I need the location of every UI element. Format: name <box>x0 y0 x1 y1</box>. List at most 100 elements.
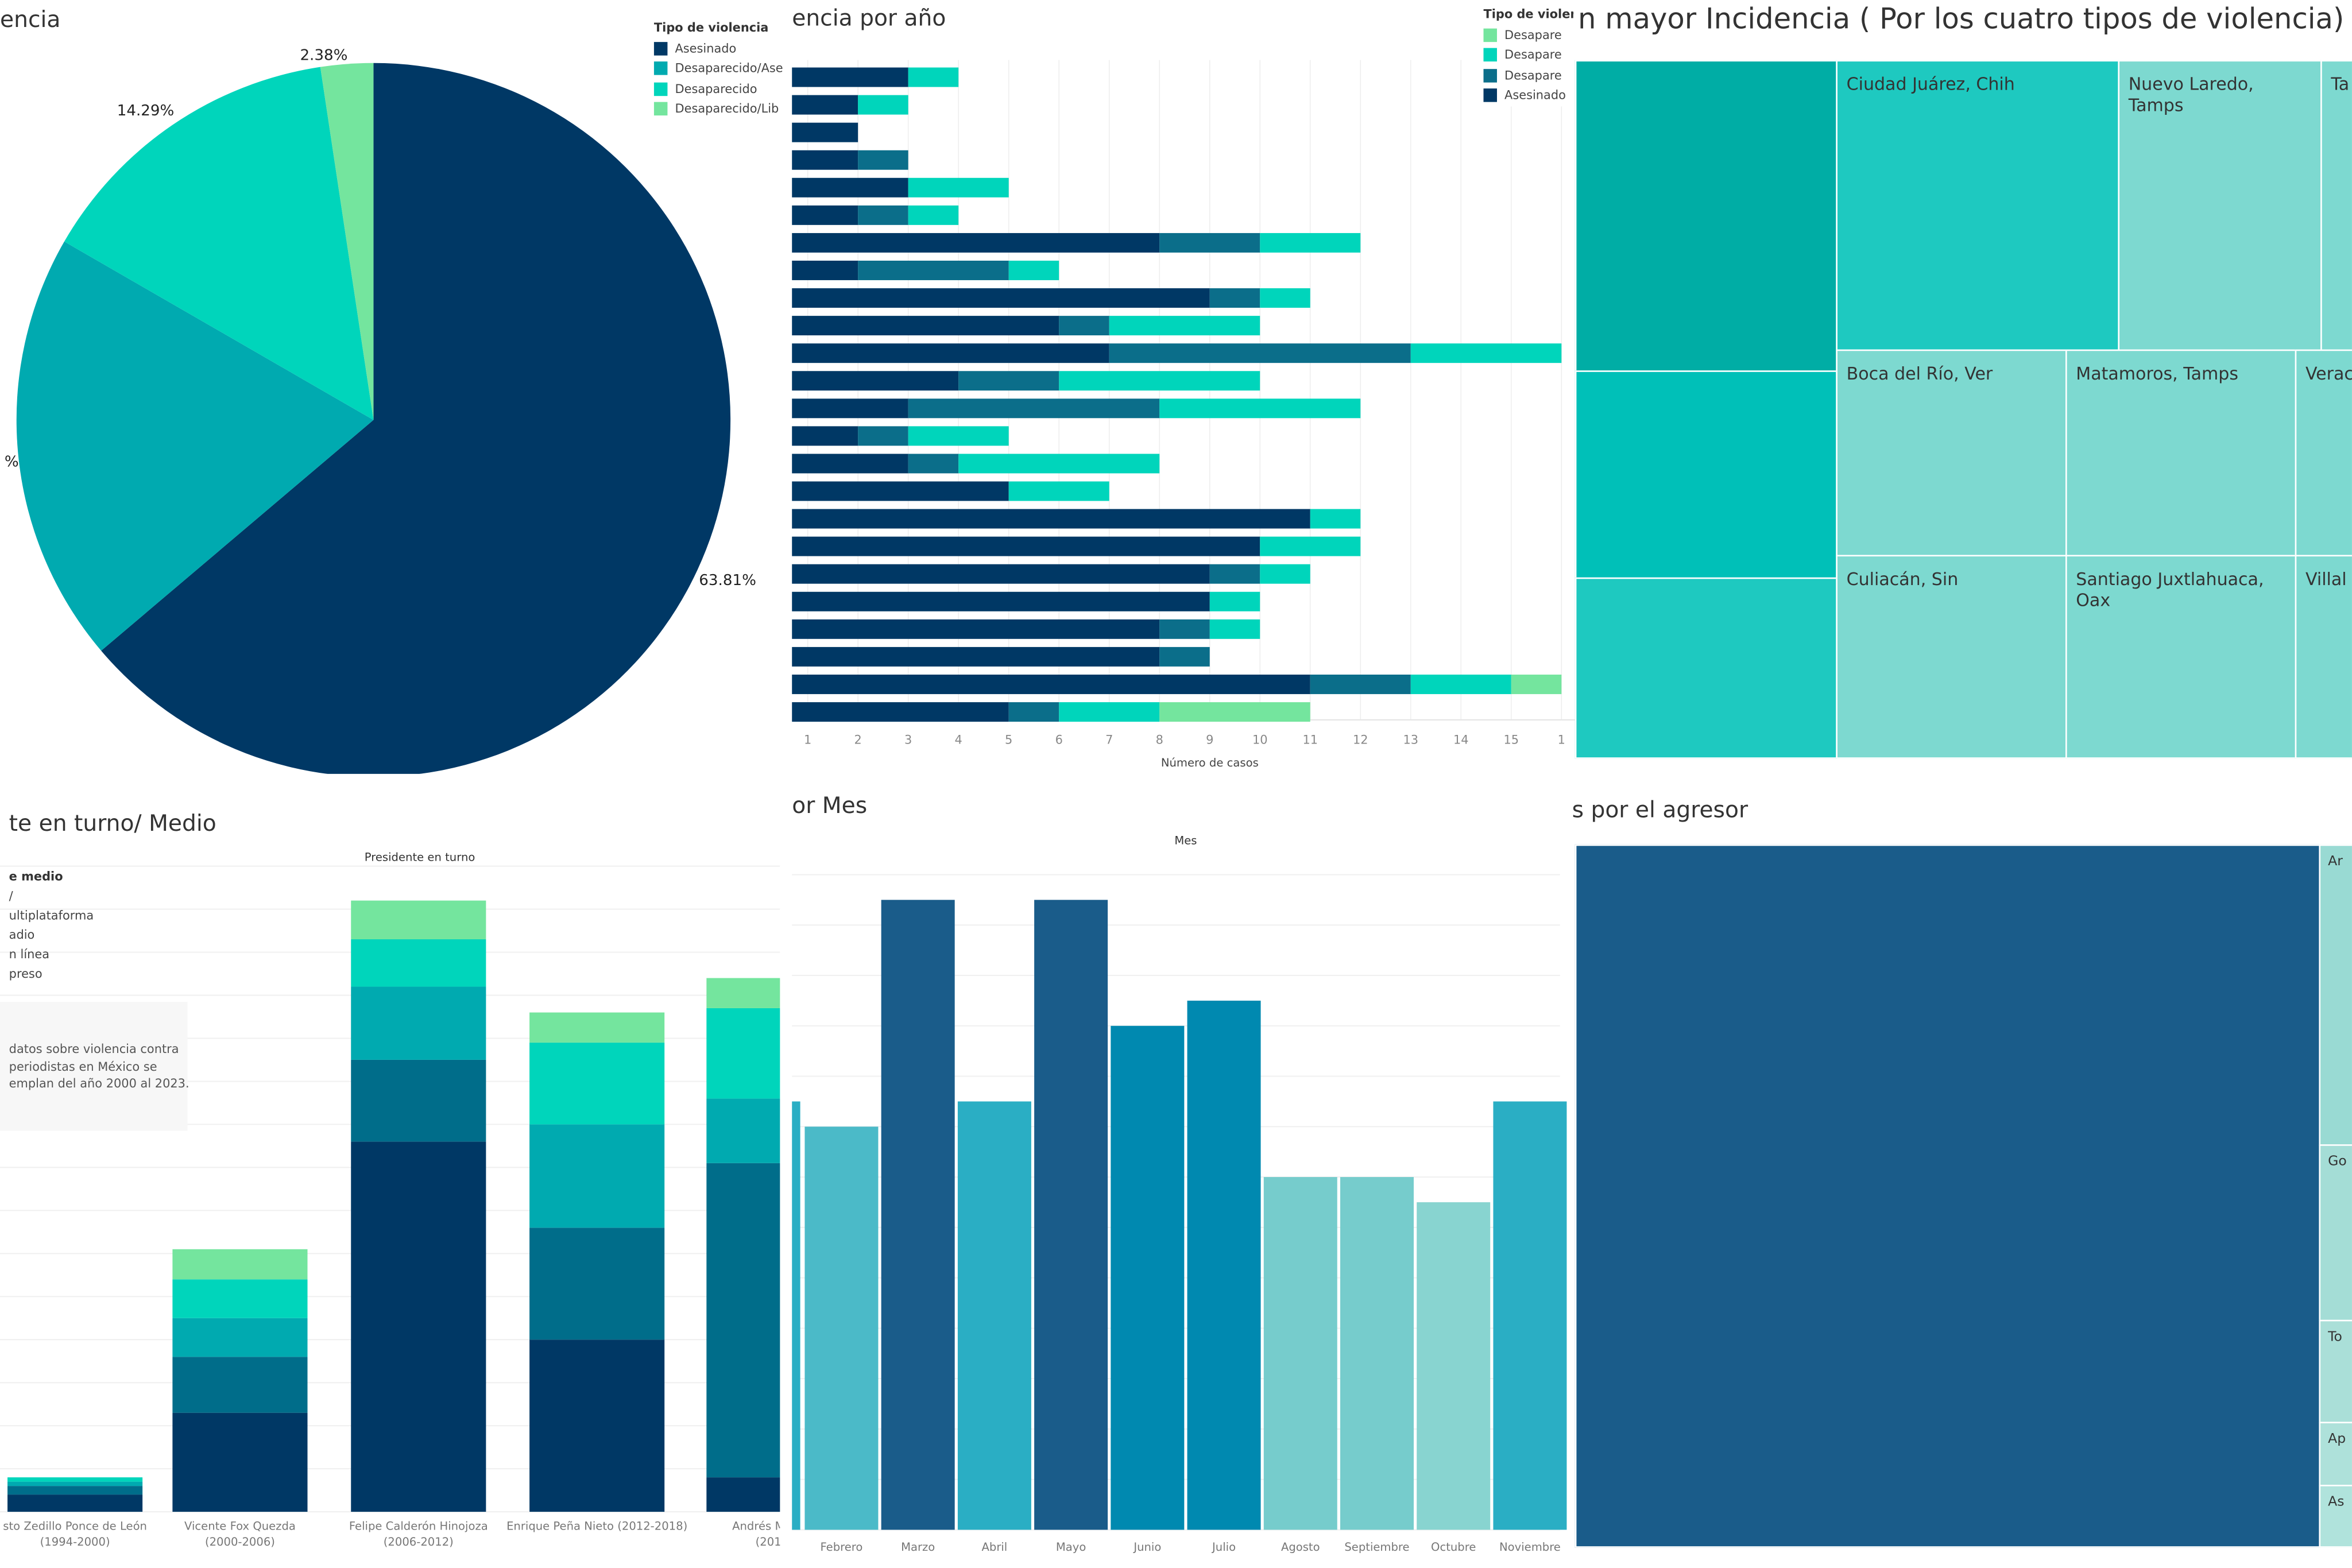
x-tick-label: 8 <box>1156 733 1163 747</box>
bar-segment <box>908 426 1009 446</box>
agresor-cell[interactable]: As <box>2319 1485 2352 1548</box>
note-box: datos sobre violencia contra periodistas… <box>0 1001 189 1131</box>
swatch <box>1483 68 1497 82</box>
x-tick-label: 1 <box>804 733 811 747</box>
legend-item[interactable]: Desapare <box>1483 45 1573 65</box>
bar-segment <box>858 426 908 446</box>
x-tick-label: 7 <box>1105 733 1113 747</box>
treemap-cell-culiacan[interactable]: Culiacán, Sin <box>1836 555 2067 759</box>
bar-segment <box>792 481 1009 501</box>
month-bar <box>1034 900 1108 1530</box>
legend-label: Desaparecido/Ase <box>675 61 783 75</box>
stack-segment <box>7 1495 143 1512</box>
bar-segment <box>858 150 908 170</box>
stack-segment <box>351 1141 486 1512</box>
bar-segment <box>1260 564 1310 584</box>
stack-segment <box>172 1318 308 1357</box>
stack-segment <box>529 1228 665 1340</box>
legend-item-asesinado[interactable]: Asesinado <box>653 38 783 59</box>
bar-segment <box>1209 591 1260 611</box>
x-tick-label: (2006-2012) <box>384 1535 454 1548</box>
legend-item[interactable]: ultiplataforma <box>9 908 94 923</box>
treemap-cell-matamoros[interactable]: Matamoros, Tamps <box>2065 349 2297 557</box>
legend-label: Desaparecido/Lib <box>675 102 779 116</box>
bar-segment <box>792 619 1160 639</box>
stack-segment <box>172 1249 308 1280</box>
note-line: periodistas en México se <box>9 1059 157 1074</box>
treemap-cell-boca-del-rio[interactable]: Boca del Río, Ver <box>1836 349 2067 557</box>
x-tick-label: (1994-2000) <box>40 1535 110 1548</box>
treemap-cell[interactable] <box>1575 370 1838 579</box>
treemap-cell-ciudad-juarez[interactable]: Ciudad Juárez, Chih <box>1836 60 2120 351</box>
bar-segment <box>1109 343 1411 363</box>
bar-segment <box>1260 233 1361 253</box>
legend-item-desap-liberado[interactable]: Desaparecido/Lib <box>653 99 783 119</box>
treemap-cell[interactable] <box>1575 577 1838 759</box>
agresor-cell[interactable]: To <box>2319 1319 2352 1423</box>
swatch <box>1483 88 1497 102</box>
swatch <box>653 61 668 75</box>
bar-segment <box>908 205 959 225</box>
legend-item[interactable]: adio <box>9 928 35 942</box>
bar-segment <box>792 205 858 225</box>
x-tick-label: Felipe Calderón Hinojoza <box>349 1519 488 1532</box>
x-tick-label: Agosto <box>1281 1540 1320 1554</box>
stack-segment <box>706 1477 780 1512</box>
bar-segment <box>858 261 1009 280</box>
bars-legend-title: Tipo de violen <box>1483 7 1574 21</box>
bar-segment <box>1310 674 1411 694</box>
month-bar <box>1187 1000 1261 1530</box>
x-tick-label: 9 <box>1206 733 1213 747</box>
treemap-cell[interactable]: Verac <box>2295 349 2352 557</box>
agresor-cell[interactable]: Ap <box>2319 1422 2352 1486</box>
bar-segment <box>792 536 1260 556</box>
month-bar <box>957 1101 1031 1530</box>
stack-segment <box>529 1012 665 1043</box>
bar-segment <box>1209 288 1260 308</box>
bars-x-label: Número de casos <box>1160 756 1259 770</box>
legend-item-desap-asesinado[interactable]: Desaparecido/Ase <box>653 59 783 79</box>
legend-item[interactable]: / <box>9 889 13 903</box>
swatch <box>1483 48 1497 62</box>
stack-segment <box>351 939 486 987</box>
legend-item[interactable]: Desapare <box>1483 65 1573 86</box>
media-legend: e medio / ultiplataforma adio n línea pr… <box>9 867 94 984</box>
x-tick-label: 3 <box>904 733 912 747</box>
agresor-cell[interactable]: Ar <box>2319 844 2352 1146</box>
treemap-cell[interactable]: Ta <box>2320 60 2352 351</box>
legend-item[interactable]: Desapare <box>1483 25 1573 45</box>
treemap-cell[interactable] <box>1575 60 1838 372</box>
bar-segment <box>792 150 858 170</box>
bar-segment <box>1260 536 1361 556</box>
media-legend-title: e medio <box>9 870 63 884</box>
president-header: Presidente en turno <box>364 850 475 864</box>
treemap-cell[interactable]: Villal <box>2295 555 2352 759</box>
agresor-cell-main[interactable] <box>1575 844 2321 1548</box>
x-tick-label: Octubre <box>1431 1540 1476 1554</box>
bar-segment <box>1159 646 1210 667</box>
legend-item[interactable]: preso <box>9 967 42 981</box>
x-tick-label: Junio <box>1132 1540 1161 1554</box>
month-bar <box>1111 1025 1185 1530</box>
stack-segment <box>351 900 486 939</box>
bar-segment <box>958 454 1160 474</box>
agresor-cell[interactable]: Go <box>2319 1144 2352 1322</box>
legend-item[interactable]: n línea <box>9 947 50 962</box>
legend-item-desaparecido[interactable]: Desaparecido <box>653 79 783 99</box>
treemap-cell-nuevo-laredo[interactable]: Nuevo Laredo, Tamps <box>2118 60 2322 351</box>
treemap-cell-santiago-juxtlahuaca[interactable]: Santiago Juxtlahuaca, Oax <box>2065 555 2297 759</box>
bar-segment <box>792 316 1059 336</box>
swatch <box>653 82 668 95</box>
stack-segment <box>706 1008 780 1099</box>
legend-label: Desapare <box>1504 28 1562 41</box>
month-chart: Febrero Marzo Abril Mayo Junio Julio Agosto Sep… <box>792 874 1567 1554</box>
stack-segment <box>529 1042 665 1125</box>
bar-segment <box>792 177 908 198</box>
bar-segment <box>1511 674 1562 694</box>
president-title: te en turno/ Medio <box>9 810 216 837</box>
legend-item[interactable]: Asesinado <box>1483 86 1573 106</box>
pie-legend: Tipo de violencia Asesinado Desaparecido… <box>653 18 783 119</box>
x-tick-label: 10 <box>1252 733 1268 747</box>
bar-segment <box>908 454 959 474</box>
